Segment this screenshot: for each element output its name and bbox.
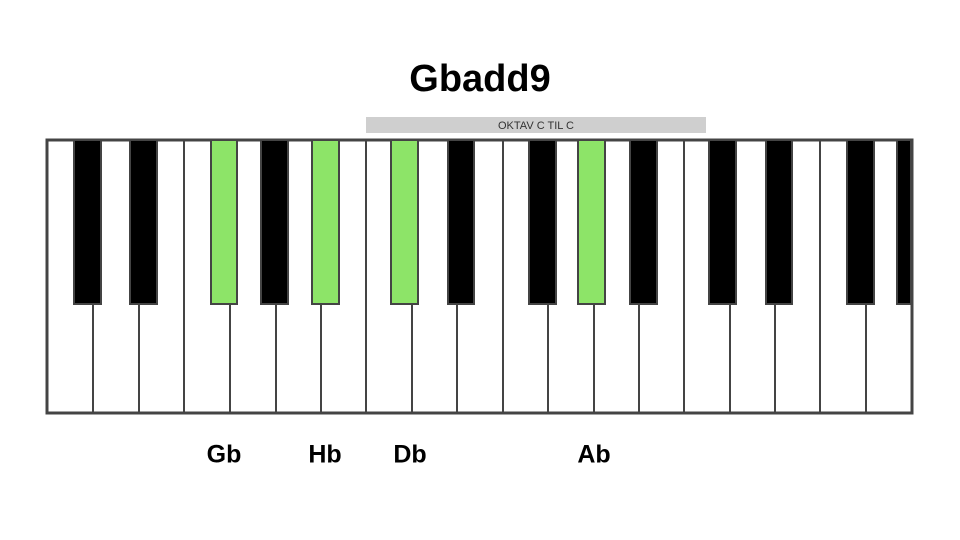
highlighted-key xyxy=(210,139,238,305)
highlighted-key xyxy=(577,139,606,305)
black-key xyxy=(129,139,158,305)
black-key xyxy=(846,139,875,305)
note-label: Gb xyxy=(207,441,242,469)
black-key xyxy=(708,139,737,305)
black-key xyxy=(765,139,793,305)
black-key xyxy=(73,139,102,305)
black-key xyxy=(260,139,289,305)
note-label: Hb xyxy=(308,441,341,469)
note-label: Ab xyxy=(577,441,610,469)
highlighted-key xyxy=(390,139,419,305)
black-key xyxy=(528,139,557,305)
highlighted-key xyxy=(311,139,340,305)
black-key xyxy=(629,139,658,305)
black-key xyxy=(896,139,912,305)
note-label: Db xyxy=(393,441,426,469)
chord-title: Gbadd9 xyxy=(409,58,550,100)
black-keys xyxy=(73,139,912,305)
range-banner xyxy=(366,117,706,133)
keyboard xyxy=(45,138,914,415)
range-label: OKTAV C TIL C xyxy=(498,120,574,132)
black-key xyxy=(447,139,475,305)
